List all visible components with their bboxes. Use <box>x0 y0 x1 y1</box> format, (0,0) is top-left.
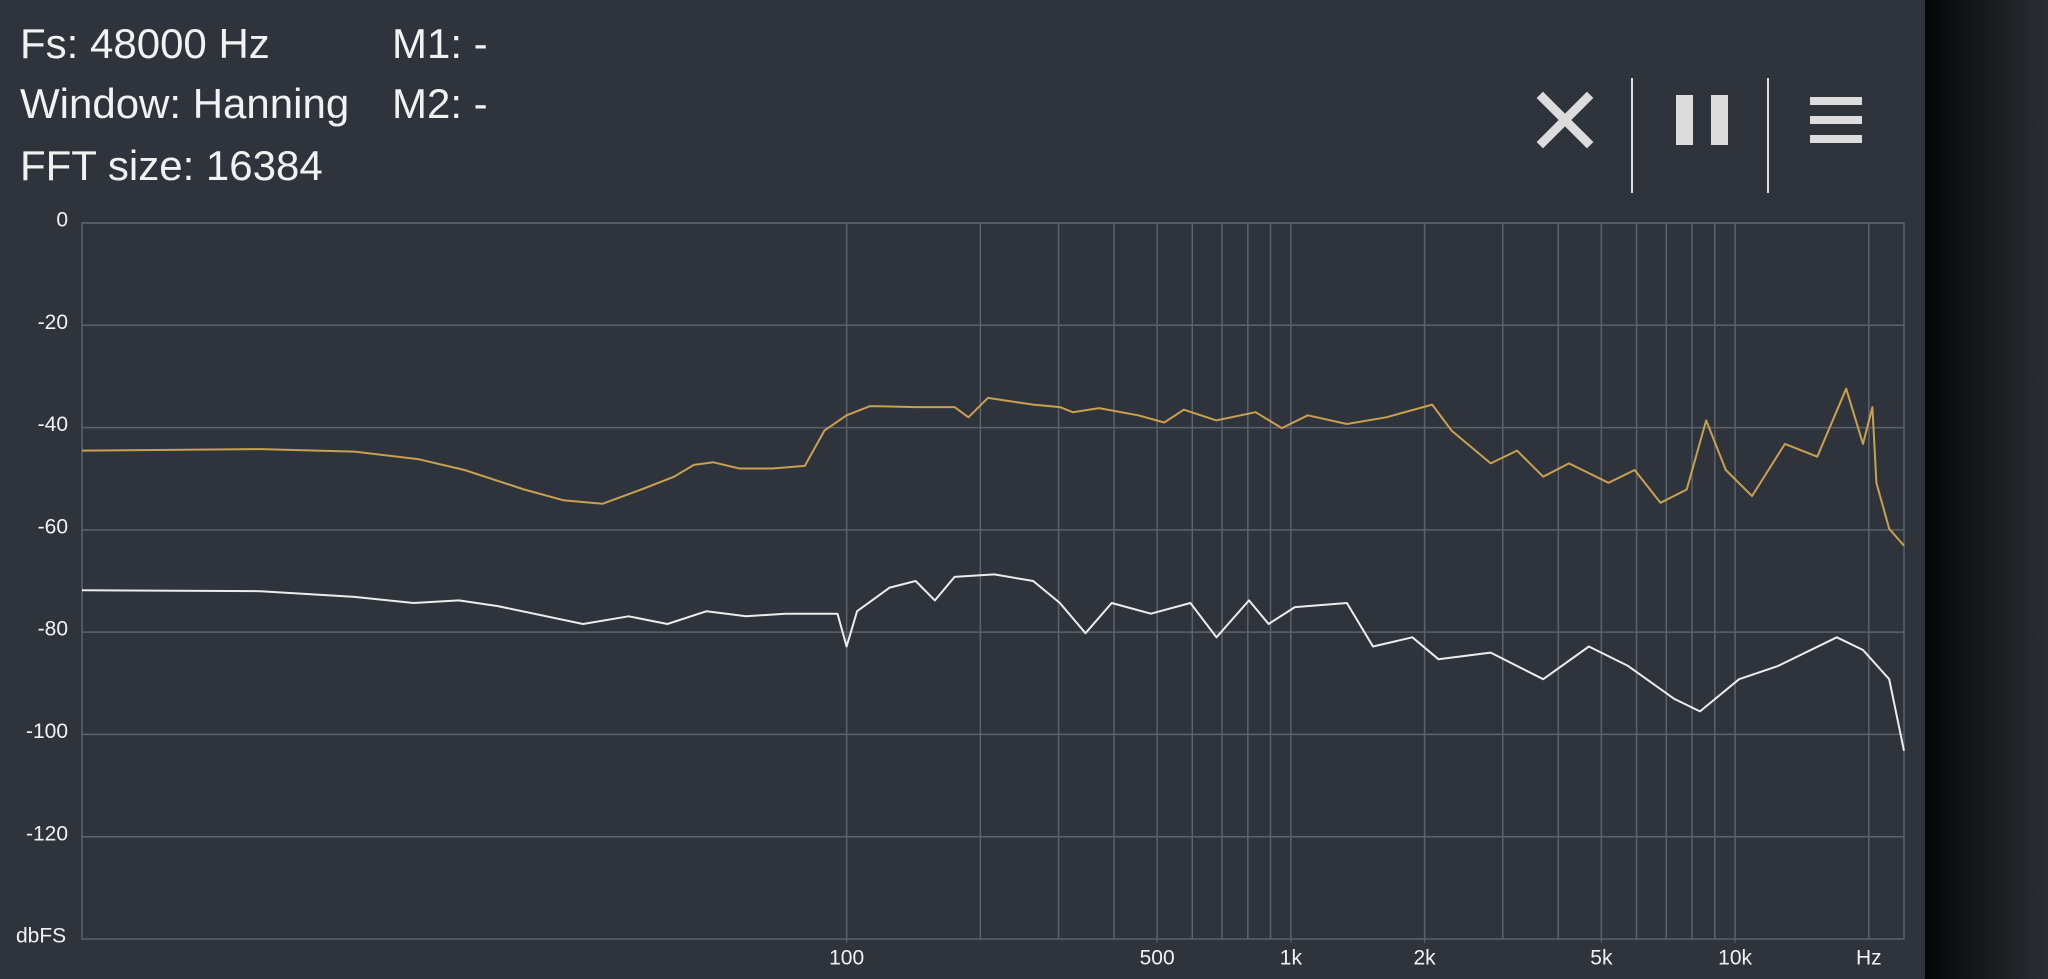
pause-icon <box>1711 95 1728 145</box>
x-tick-label: 5k <box>1590 947 1613 970</box>
x-tick-label: 2k <box>1413 947 1436 970</box>
x-tick-label: 100 <box>829 947 864 970</box>
y-tick-label: -100 <box>26 720 68 743</box>
spectrum-plot: 0 -20 -40 -60 -80 -100 -120 100 500 1k 2k 5k 10k dbFS… <box>16 209 1905 970</box>
x-axis-label: Hz <box>1856 947 1882 970</box>
y-tick-label: -20 <box>38 311 68 334</box>
y-tick-label: -120 <box>26 822 68 845</box>
pause-button[interactable] <box>1676 95 1728 145</box>
screen-edge <box>1925 0 2048 979</box>
marker-2: M2: - <box>392 80 488 127</box>
y-tick-label: 0 <box>56 209 68 232</box>
y-tick-label: -60 <box>38 515 68 538</box>
menu-icon <box>1810 135 1862 143</box>
pause-icon <box>1676 95 1693 145</box>
fs-info: Fs: 48000 Hz <box>20 20 270 67</box>
spectrum-line <box>81 573 1905 752</box>
menu-icon <box>1810 97 1862 105</box>
spectrum-line <box>81 387 1905 547</box>
x-tick-label: 10k <box>1718 947 1752 970</box>
marker-1: M1: - <box>392 20 488 67</box>
y-axis-label: dbFS <box>16 925 66 948</box>
x-tick-label: 500 <box>1140 947 1175 970</box>
y-tick-label: -40 <box>38 413 68 436</box>
x-tick-label: 1k <box>1280 947 1303 970</box>
menu-icon <box>1810 116 1862 124</box>
y-tick-label: -80 <box>38 618 68 641</box>
fft-size-info: FFT size: 16384 <box>20 142 323 189</box>
window-info: Window: Hanning <box>20 80 349 127</box>
close-icon <box>1536 91 1594 149</box>
panel <box>0 0 1925 979</box>
menu-button[interactable] <box>1810 97 1862 143</box>
close-button[interactable] <box>1536 91 1594 149</box>
